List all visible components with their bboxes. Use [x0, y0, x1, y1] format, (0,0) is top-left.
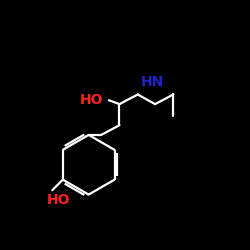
Text: HO: HO: [80, 93, 103, 107]
Text: HN: HN: [140, 75, 164, 89]
Text: HO: HO: [46, 193, 70, 207]
